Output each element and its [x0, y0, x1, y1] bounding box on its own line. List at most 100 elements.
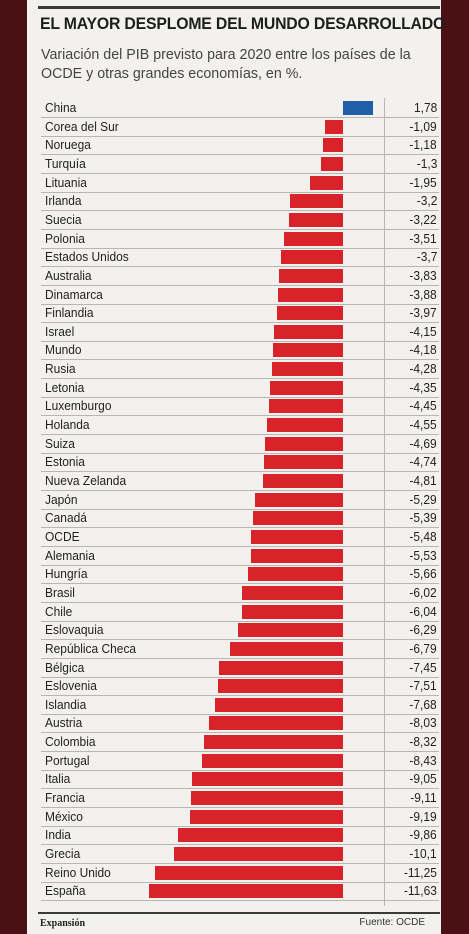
bar-value-label: -3,2	[416, 193, 437, 209]
bar-row: Noruega -1,18	[41, 136, 439, 156]
bar	[208, 716, 343, 731]
bar-row: Polonia -3,51	[41, 230, 439, 249]
bar-row: OCDE -5,48	[41, 528, 439, 547]
bar-category-label: India	[45, 827, 71, 843]
bar-category-label: Hungría	[45, 566, 88, 582]
bar	[237, 623, 343, 638]
source-note: Fuente: OCDE	[359, 917, 425, 928]
bar-row: Nueva Zelanda -4,81	[41, 472, 439, 491]
top-rule	[38, 6, 440, 9]
bar-value-label: -8,03	[409, 715, 437, 731]
bar-value-label: -1,3	[416, 155, 437, 171]
bar-value-label: -8,43	[409, 752, 437, 768]
bar-category-label: Eslovaquia	[45, 622, 104, 638]
bar-row: Finlandia -3,97	[41, 304, 439, 324]
bar-value-label: -1,95	[409, 174, 437, 190]
bar-row: Colombia -8,32	[41, 733, 439, 753]
bar-value-label: -4,55	[409, 417, 437, 433]
value-column-divider	[384, 98, 385, 906]
bar-row: Suiza -4,69	[41, 435, 439, 454]
bar-category-label: Finlandia	[45, 305, 94, 321]
bar	[262, 474, 343, 488]
bar	[273, 324, 343, 339]
bar-category-label: Italia	[45, 771, 71, 787]
bar-category-label: OCDE	[45, 528, 80, 544]
bar-value-label: -4,18	[409, 342, 437, 358]
bar-value-label: -1,18	[409, 137, 437, 153]
bar-category-label: Reino Unido	[45, 864, 111, 880]
bar-value-label: -9,11	[410, 790, 437, 806]
bar-value-label: -5,53	[409, 547, 437, 563]
bar-row: Islandia -7,68	[41, 696, 439, 715]
bar-value-label: -5,66	[409, 566, 437, 582]
bar-row: España -11,63	[41, 882, 439, 902]
bar-value-label: -6,04	[409, 603, 437, 619]
bar	[264, 436, 343, 451]
bar-value-label: -4,74	[409, 454, 437, 470]
bar-category-label: Australia	[45, 267, 92, 283]
bar-row: Chile -6,04	[41, 603, 439, 622]
bar-row: Irlanda -3,2	[41, 192, 439, 212]
bar	[270, 380, 343, 395]
chart-title: EL MAYOR DESPLOME DEL MUNDO DESARROLLADO	[40, 14, 446, 33]
bar	[250, 548, 343, 563]
bar-category-label: Brasil	[45, 584, 75, 600]
bar-row: Holanda -4,55	[41, 416, 439, 436]
bar	[248, 567, 343, 582]
bar-row: Japón -5,29	[41, 491, 439, 510]
infographic-card: EL MAYOR DESPLOME DEL MUNDO DESARROLLADO…	[27, 0, 446, 934]
bar	[343, 101, 373, 115]
bar-value-label: -3,22	[409, 211, 437, 227]
bar-row: Canadá -5,39	[41, 509, 439, 529]
bar-value-label: -4,28	[409, 361, 437, 377]
bar-value-label: -4,81	[409, 473, 437, 488]
bar	[284, 231, 343, 246]
bar-category-label: España	[45, 883, 86, 899]
bar	[214, 697, 343, 712]
bar-category-label: República Checa	[45, 640, 137, 656]
bar-category-label: Lituania	[45, 174, 87, 190]
bar-row: Eslovenia -7,51	[41, 677, 439, 697]
bar	[323, 138, 343, 153]
bar	[178, 828, 343, 843]
bar-row: Letonia -4,35	[41, 379, 439, 398]
bar-value-label: -7,45	[409, 659, 437, 675]
bar	[218, 660, 343, 675]
bar-category-label: Corea del Sur	[45, 118, 119, 134]
bar-value-label: -4,69	[409, 435, 437, 451]
bar-row: Italia -9,05	[41, 770, 439, 790]
bar-category-label: Letonia	[45, 379, 85, 395]
bar-row: Estonia -4,74	[41, 453, 439, 473]
bar-category-label: Islandia	[45, 696, 87, 712]
bar-row: Luxemburgo -4,45	[41, 397, 439, 417]
bar-row: Francia -9,11	[41, 789, 439, 809]
bar-category-label: Japón	[45, 491, 78, 507]
bar	[281, 250, 343, 265]
bar	[310, 175, 343, 190]
bar-row: Reino Unido -11,25	[41, 864, 439, 883]
bar-value-label: -1,09	[409, 118, 437, 134]
bar-value-label: -5,29	[409, 491, 437, 507]
bar	[321, 156, 343, 171]
bar	[267, 418, 343, 433]
bar-category-label: Turquía	[45, 155, 86, 171]
bar	[289, 194, 343, 209]
bar-value-label: -9,05	[409, 771, 437, 787]
bar-row: Israel -4,15	[41, 323, 439, 342]
bar	[217, 679, 343, 694]
bar	[155, 865, 343, 880]
bar	[229, 641, 343, 656]
bar-row: Turquía -1,3	[41, 155, 439, 174]
bar	[268, 399, 343, 414]
bar-value-label: -5,39	[409, 510, 437, 526]
bar	[174, 847, 343, 861]
bar-value-label: 1,78	[413, 100, 437, 115]
bar-value-label: -4,45	[409, 398, 437, 414]
bar	[273, 343, 343, 358]
bar-value-label: -4,15	[409, 323, 437, 339]
bar-value-label: -9,19	[409, 808, 437, 824]
bar-row: Corea del Sur -1,09	[41, 118, 439, 137]
bar	[263, 455, 343, 470]
bar-category-label: Colombia	[45, 734, 96, 750]
bottom-rule	[38, 912, 440, 914]
